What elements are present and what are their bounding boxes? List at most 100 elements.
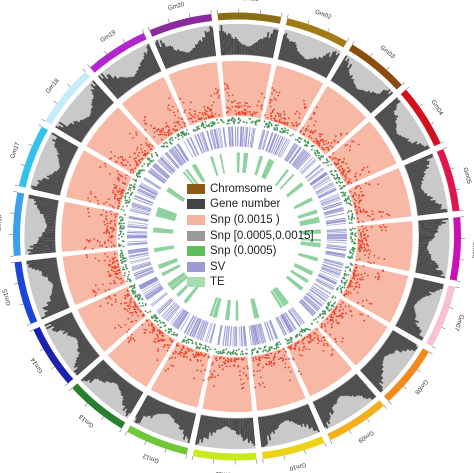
snp-point	[283, 123, 286, 125]
gene-bar	[51, 173, 65, 180]
gene-bar	[163, 404, 169, 414]
snp-low-point	[337, 286, 339, 289]
snp-low-point	[120, 222, 123, 225]
snp-low-point	[341, 186, 344, 188]
snp-low-point	[192, 129, 195, 131]
snp-point	[208, 107, 211, 110]
snp-low-point	[346, 197, 349, 200]
chromosome-label: Gm16	[0, 214, 4, 232]
gene-bar	[271, 414, 277, 431]
snp-point	[364, 248, 367, 251]
gene-bar	[42, 232, 56, 234]
snp-point	[316, 142, 319, 144]
gene-bar	[46, 296, 66, 305]
snp-point	[115, 185, 118, 188]
chromosome-tick	[450, 167, 455, 170]
gene-bar	[231, 418, 233, 430]
snp-point	[227, 99, 230, 102]
sv-line	[218, 128, 223, 148]
snp-low-point	[141, 169, 144, 171]
snp-point	[87, 211, 90, 214]
chromosome-label: Gm20	[167, 1, 186, 12]
gene-bar	[393, 136, 405, 145]
snp-point	[94, 284, 97, 287]
snp-point	[165, 122, 168, 124]
gene-bar	[28, 194, 59, 203]
gene-bar	[311, 58, 318, 71]
snp-low-point	[304, 328, 307, 330]
sv-line	[157, 298, 173, 313]
gene-bar	[147, 43, 162, 72]
snp-point	[281, 357, 283, 360]
snp-point	[324, 140, 327, 142]
snp-low-point	[124, 260, 127, 262]
snp-low-point	[124, 202, 127, 205]
snp-low-point	[326, 303, 329, 306]
snp-low-point	[191, 342, 194, 345]
snp-point	[307, 340, 310, 343]
gene-bar	[165, 46, 175, 67]
gene-bar	[374, 97, 399, 119]
snp-point	[196, 360, 199, 363]
snp-low-point	[257, 347, 260, 350]
gene-bar	[330, 55, 348, 82]
sv-line	[128, 249, 149, 254]
snp-point	[365, 211, 368, 213]
gene-bar	[108, 372, 118, 383]
gene-bar	[106, 371, 117, 383]
snp-point	[111, 205, 114, 208]
snp-point	[256, 364, 259, 366]
snp-point	[322, 143, 325, 146]
sv-line	[138, 276, 157, 287]
chromosome-label: Gm01	[242, 0, 260, 3]
snp-low-point	[151, 315, 153, 318]
sv-line	[301, 160, 317, 175]
sv-line	[300, 300, 315, 315]
gene-bar	[413, 189, 423, 193]
snp-point	[323, 344, 325, 347]
snp-point	[294, 112, 297, 115]
te-block	[270, 290, 283, 309]
snp-point	[344, 144, 347, 147]
sv-line	[210, 323, 216, 344]
gene-bar	[47, 275, 60, 280]
gene-bar	[343, 78, 353, 90]
snp-point	[169, 109, 172, 112]
snp-low-point	[153, 316, 156, 318]
sv-line	[323, 259, 344, 266]
snp-point	[158, 133, 160, 136]
sv-line	[146, 287, 164, 300]
gene-bar	[407, 299, 417, 305]
snp-point	[353, 202, 356, 205]
snp-low-point	[205, 345, 208, 348]
chromosome-label: Gm05	[461, 167, 472, 186]
snp-point	[91, 247, 94, 250]
sv-line	[249, 127, 254, 148]
snp-point	[273, 117, 276, 120]
snp-low-point	[127, 192, 129, 195]
sv-line	[299, 300, 315, 316]
snp-point	[124, 183, 127, 185]
snp-point	[180, 117, 183, 120]
snp-point	[358, 246, 361, 249]
snp-point	[104, 165, 107, 168]
gene-bar	[69, 122, 87, 136]
snp-point	[363, 246, 366, 249]
sv-line	[189, 137, 199, 156]
sv-line	[315, 183, 334, 194]
gene-bar	[44, 300, 68, 311]
snp-point	[278, 121, 281, 123]
gene-bar	[385, 124, 398, 133]
snp-point	[85, 238, 88, 241]
gene-bar	[242, 44, 245, 55]
snp-low-point	[331, 296, 334, 299]
gene-bar	[133, 75, 140, 84]
snp-point	[329, 156, 332, 159]
snp-point	[246, 377, 249, 380]
snp-point	[113, 229, 116, 231]
snp-low-point	[317, 316, 320, 319]
gene-bar	[408, 296, 419, 302]
sv-line	[229, 326, 232, 347]
gene-bar	[167, 45, 176, 66]
gene-bar	[46, 222, 56, 225]
